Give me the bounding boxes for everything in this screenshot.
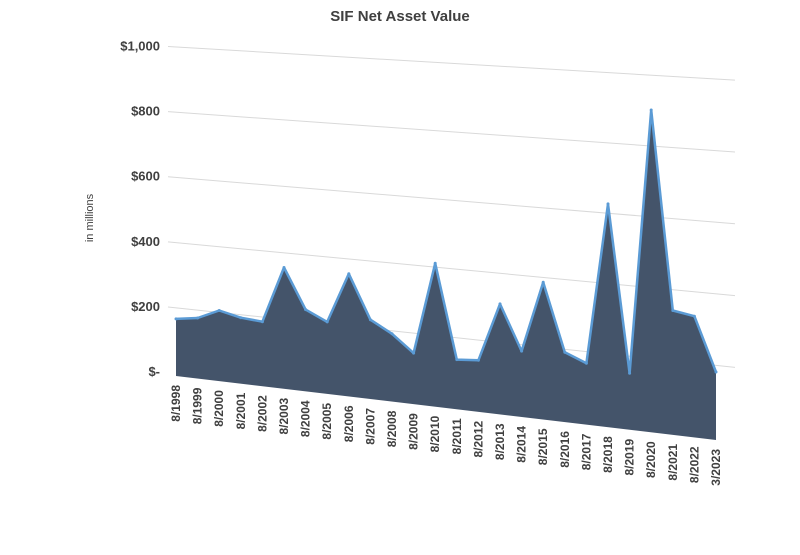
x-tick-label: 8/2001 xyxy=(234,392,248,429)
data-point xyxy=(498,302,502,306)
x-tick-label: 8/2012 xyxy=(471,420,485,457)
x-tick-label: 8/2015 xyxy=(536,428,550,465)
y-tick-label: $600 xyxy=(131,169,160,184)
data-point xyxy=(260,320,264,324)
data-point xyxy=(304,308,308,312)
gridline xyxy=(167,46,736,81)
x-tick-label: 8/2013 xyxy=(493,423,507,460)
x-tick-label: 8/1999 xyxy=(191,387,205,424)
x-tick-label: 8/2000 xyxy=(212,390,226,427)
data-point xyxy=(217,309,221,312)
area-fill xyxy=(176,110,716,440)
data-point xyxy=(174,317,178,321)
y-tick-label: $800 xyxy=(131,104,160,119)
x-tick-label: 8/2020 xyxy=(644,441,658,478)
data-point xyxy=(455,358,459,362)
x-tick-label: 8/2021 xyxy=(666,444,680,481)
data-point xyxy=(390,332,394,336)
data-point xyxy=(520,349,524,353)
gridline xyxy=(167,111,736,153)
data-point xyxy=(325,320,329,324)
x-tick-label: 8/2022 xyxy=(687,446,701,483)
data-point xyxy=(563,350,567,354)
x-tick-label: 8/2010 xyxy=(428,415,442,452)
x-tick-label: 8/2018 xyxy=(601,436,615,473)
data-point xyxy=(541,280,545,284)
data-point xyxy=(692,314,696,318)
x-tick-label: 8/2016 xyxy=(558,431,572,468)
y-tick-label: $400 xyxy=(131,234,160,249)
x-tick-label: 8/2009 xyxy=(407,413,421,450)
y-axis-ticks: $- $200 $400 $600 $800 $1,000 xyxy=(120,39,160,380)
x-tick-label: 8/2008 xyxy=(385,410,399,447)
data-point xyxy=(584,361,588,365)
x-tick-label: 8/2004 xyxy=(299,400,313,437)
chart-title: SIF Net Asset Value xyxy=(330,8,470,25)
y-tick-label: $200 xyxy=(131,299,160,314)
x-tick-label: 8/2005 xyxy=(320,403,334,440)
gridline xyxy=(167,176,736,225)
y-axis-label: in millions xyxy=(84,193,96,242)
data-point xyxy=(347,272,351,276)
data-point xyxy=(239,316,243,320)
series-area xyxy=(174,108,718,440)
x-tick-label: 8/2014 xyxy=(515,426,529,463)
data-point xyxy=(649,108,653,112)
series-line xyxy=(175,108,718,375)
x-tick-label: 8/2007 xyxy=(363,408,377,445)
x-tick-label: 8/2006 xyxy=(342,405,356,442)
data-point xyxy=(412,351,416,355)
x-tick-label: 8/2003 xyxy=(277,397,291,434)
data-point xyxy=(196,316,200,320)
data-point xyxy=(628,371,632,375)
x-tick-label: 8/1998 xyxy=(169,385,183,422)
x-tick-label: 8/2011 xyxy=(450,418,464,454)
x-tick-label: 8/2019 xyxy=(623,438,637,475)
x-tick-label: 8/2002 xyxy=(255,395,269,432)
y-tick-label: $1,000 xyxy=(120,39,160,54)
data-point xyxy=(476,358,480,362)
x-axis-ticks: 8/1998 8/1999 8/2000 8/2001 8/2002 8/2003 8/20… xyxy=(169,385,723,486)
data-point xyxy=(714,370,718,374)
x-tick-label: 3/2023 xyxy=(709,449,723,486)
y-tick-label: $- xyxy=(148,364,160,379)
data-point xyxy=(368,318,372,322)
data-point xyxy=(606,202,610,206)
data-point xyxy=(671,309,675,312)
data-point xyxy=(433,261,437,265)
x-tick-label: 8/2017 xyxy=(579,433,593,470)
data-point xyxy=(282,266,286,269)
